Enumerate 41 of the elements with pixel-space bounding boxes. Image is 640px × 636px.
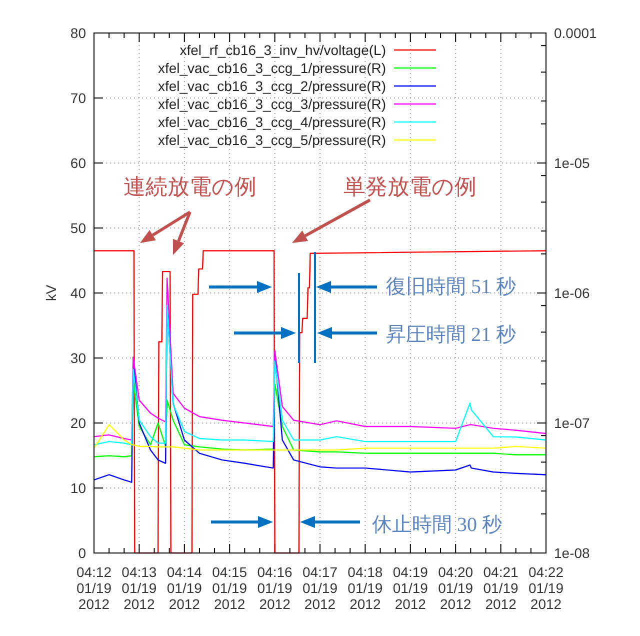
- annotation: 単発放電の例: [344, 174, 476, 199]
- y-tick-label: 50: [70, 220, 86, 236]
- y2-tick-label: 1e-08: [554, 545, 590, 561]
- x-tick-label: 04:19 01/19 2012: [392, 564, 428, 612]
- y-tick-label: 10: [70, 480, 86, 496]
- y-tick-label: 70: [70, 90, 86, 106]
- legend-label: xfel_vac_cb16_3_ccg_1/pressure(R): [158, 60, 386, 76]
- legend-label: xfel_vac_cb16_3_ccg_2/pressure(R): [158, 78, 386, 94]
- y2-tick-label: 0.0001: [554, 25, 598, 41]
- y-tick-label: 60: [70, 155, 86, 171]
- annotation: 復旧時間 51 秒: [386, 276, 516, 298]
- y2-tick-label: 1e-07: [554, 415, 590, 431]
- line-series: [93, 424, 547, 451]
- y-tick-label: 30: [70, 350, 86, 366]
- annotation: 休止時間 30 秒: [372, 514, 502, 536]
- y-tick-label: 40: [70, 285, 86, 301]
- y-tick-label: 0: [78, 545, 86, 561]
- x-tick-label: 04:12 01/19 2012: [76, 564, 112, 612]
- legend-label: xfel_vac_cb16_3_ccg_5/pressure(R): [158, 132, 386, 148]
- line-series: [93, 305, 547, 446]
- y2-tick-label: 1e-06: [554, 285, 590, 301]
- y2-tick-label: 1e-05: [554, 155, 590, 171]
- legend-label: xfel_vac_cb16_3_ccg_4/pressure(R): [158, 114, 386, 130]
- legend-label: xfel_rf_cb16_3_inv_hv/voltage(L): [180, 42, 386, 58]
- x-tick-label: 04:14 01/19 2012: [166, 564, 202, 612]
- y-tick-label: 20: [70, 415, 86, 431]
- x-tick-label: 04:18 01/19 2012: [348, 564, 383, 612]
- legend-label: xfel_vac_cb16_3_ccg_3/pressure(R): [158, 96, 386, 112]
- annotation: 連続放電の例: [124, 174, 256, 199]
- x-tick-label: 04:16 01/19 2012: [257, 564, 293, 612]
- line-series: [93, 278, 547, 441]
- x-tick-label: 04:15 01/19 2012: [212, 564, 248, 612]
- x-tick-label: 04:21 01/19 2012: [483, 564, 519, 612]
- y-tick-label: 80: [70, 25, 86, 41]
- line-series: [93, 250, 547, 554]
- x-tick-label: 04:20 01/19 2012: [438, 564, 474, 612]
- x-tick-label: 04:17 01/19 2012: [302, 564, 338, 612]
- y-axis-title: kV: [43, 284, 59, 302]
- annotation: 昇圧時間 21 秒: [386, 324, 516, 346]
- x-tick-label: 04:22 01/19 2012: [528, 564, 564, 612]
- x-tick-label: 04:13 01/19 2012: [122, 564, 157, 612]
